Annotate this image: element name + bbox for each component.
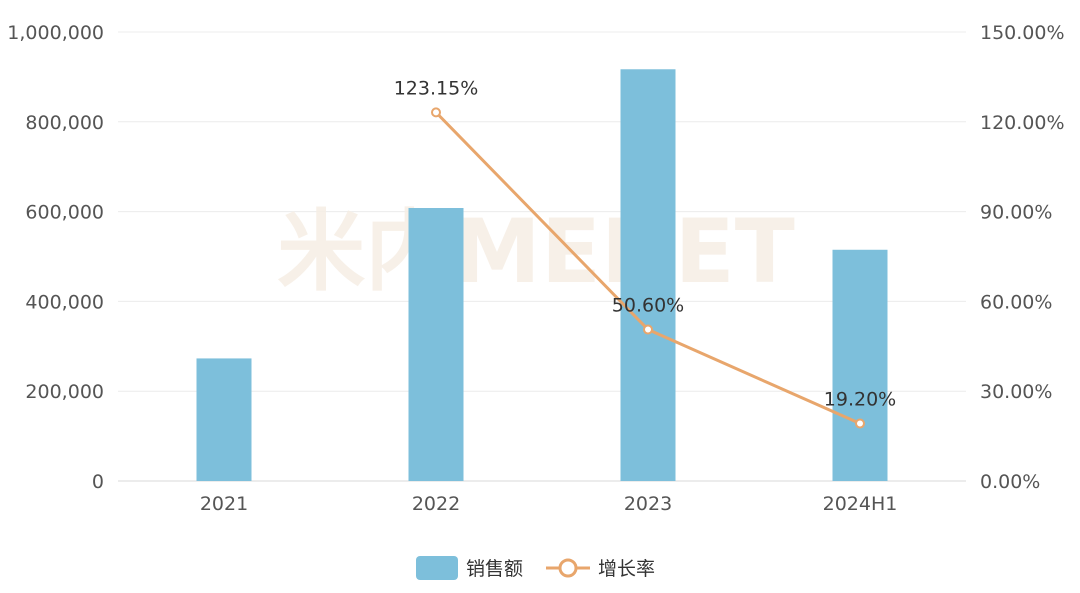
line-point [855, 418, 865, 429]
legend-swatch-marker [558, 558, 578, 578]
x-tick-label: 2023 [624, 493, 672, 515]
bar [408, 208, 464, 481]
x-tick-label: 2021 [200, 493, 248, 515]
left-axis: 0 200,000 400,000 600,000 800,000 1,000,000 [7, 22, 104, 493]
watermark: 米内MENET [277, 200, 794, 303]
left-tick-label: 200,000 [25, 381, 104, 403]
data-label: 50.60% [612, 295, 684, 317]
right-tick-label: 60.00% [980, 291, 1052, 313]
right-tick-label: 150.00% [980, 22, 1065, 44]
x-axis: 2021 2022 2023 2024H1 [200, 493, 898, 515]
line-series: 123.15% 50.60% 19.20% [394, 77, 896, 429]
legend-label: 增长率 [598, 558, 655, 580]
bar [832, 249, 888, 481]
bar [620, 69, 676, 481]
right-tick-label: 90.00% [980, 202, 1052, 224]
gridlines [118, 31, 966, 482]
line-point [431, 107, 441, 118]
left-tick-label: 800,000 [25, 112, 104, 134]
left-tick-label: 400,000 [25, 291, 104, 313]
right-tick-label: 0.00% [980, 471, 1040, 493]
left-tick-label: 600,000 [25, 202, 104, 224]
legend-swatch-bar [416, 556, 458, 580]
data-label: 123.15% [394, 77, 479, 99]
bar [196, 358, 252, 481]
legend-label: 销售额 [466, 558, 523, 580]
right-tick-label: 30.00% [980, 381, 1052, 403]
x-tick-label: 2024H1 [823, 493, 898, 515]
watermark-text: 米内MENET [277, 200, 794, 303]
bar-series [196, 69, 888, 481]
legend: 销售额 增长率 [416, 556, 655, 580]
right-axis: 0.00% 30.00% 60.00% 90.00% 120.00% 150.00% [980, 22, 1065, 493]
left-tick-label: 0 [92, 471, 104, 493]
left-tick-label: 1,000,000 [7, 22, 104, 44]
data-label: 19.20% [824, 389, 896, 411]
x-tick-label: 2022 [412, 493, 460, 515]
right-tick-label: 120.00% [980, 112, 1065, 134]
line-point [643, 324, 653, 335]
